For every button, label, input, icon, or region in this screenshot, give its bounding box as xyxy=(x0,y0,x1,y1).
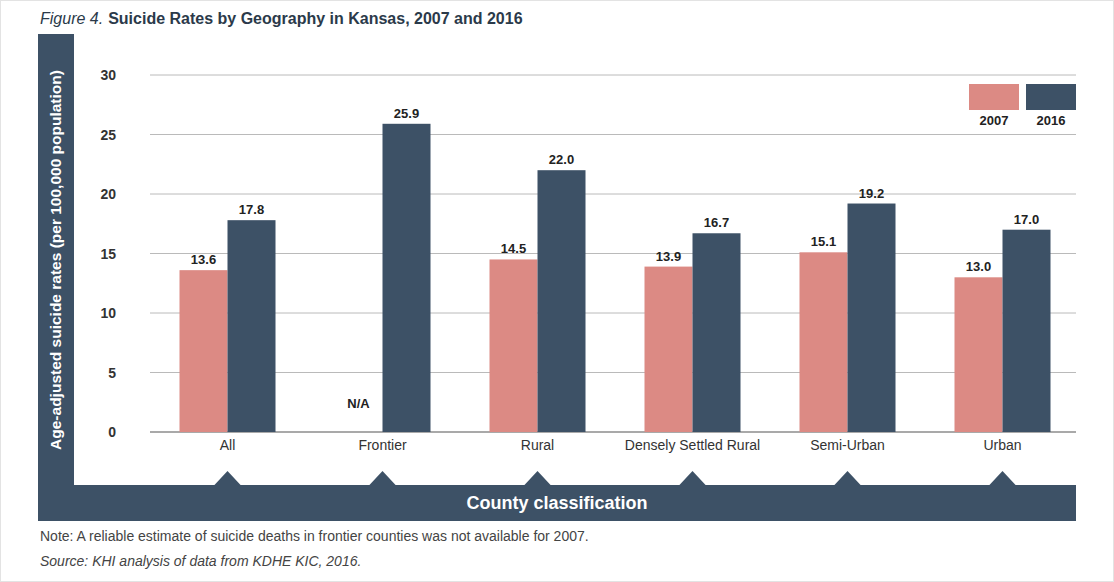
y-tick-label: 30 xyxy=(100,67,116,83)
y-tick-label: 0 xyxy=(108,424,116,440)
legend-label: 2016 xyxy=(1037,113,1066,128)
category-label: Rural xyxy=(521,437,554,453)
category-label: Densely Settled Rural xyxy=(625,437,760,453)
category-pointer xyxy=(369,471,397,486)
title: Figure 4. Suicide Rates by Geography in K… xyxy=(40,10,523,27)
y-tick-label: 25 xyxy=(100,127,116,143)
y-tick-label: 20 xyxy=(100,186,116,202)
bar xyxy=(538,170,586,432)
category-label: Urban xyxy=(983,437,1021,453)
figure-label: Figure 4. xyxy=(40,10,103,27)
frame xyxy=(1,1,1114,582)
data-label: 13.0 xyxy=(966,259,991,274)
data-label: 17.8 xyxy=(239,202,264,217)
data-label: 25.9 xyxy=(394,106,419,121)
grid-line xyxy=(150,75,1076,76)
legend-swatch xyxy=(969,84,1019,110)
data-labels: 13.6 N/A 14.5 13.9 15.1 13.0 17.8 25.9 22.0 16.7 1… xyxy=(191,106,1039,411)
category-pointer xyxy=(214,471,242,486)
y-label-band xyxy=(38,34,74,486)
category-label: Semi-Urban xyxy=(810,437,885,453)
legend-swatch xyxy=(1026,84,1076,110)
data-label: 16.7 xyxy=(704,215,729,230)
grid-line xyxy=(150,372,1076,373)
source: Source: KHI analysis of data from KDHE K… xyxy=(40,553,361,569)
grid-line xyxy=(150,253,1076,254)
x-axis-label: County classification xyxy=(466,493,647,513)
y-tick-label: 5 xyxy=(108,365,116,381)
category-pointer xyxy=(834,471,862,486)
bar xyxy=(848,204,896,432)
bar xyxy=(383,124,431,432)
category-pointer xyxy=(524,471,552,486)
bar xyxy=(180,270,228,432)
category-label: Frontier xyxy=(358,437,407,453)
data-label: N/A xyxy=(347,396,370,411)
legend-label: 2007 xyxy=(980,113,1009,128)
grid-line xyxy=(150,134,1076,135)
y-axis-label: Age-adjusted suicide rates (per 100,000 … xyxy=(47,70,64,450)
category-label: All xyxy=(220,437,236,453)
bar xyxy=(228,220,276,432)
data-label: 17.0 xyxy=(1014,212,1039,227)
data-label: 13.9 xyxy=(656,249,681,264)
grid-line xyxy=(150,194,1076,195)
data-label: 22.0 xyxy=(549,152,574,167)
bar xyxy=(1003,230,1051,432)
bar xyxy=(955,277,1003,432)
category-pointer xyxy=(679,471,707,486)
data-label: 14.5 xyxy=(501,241,526,256)
y-axis: 0 5 10 15 20 25 30 xyxy=(100,67,1076,440)
bar xyxy=(800,252,848,432)
bar xyxy=(693,233,741,432)
data-label: 19.2 xyxy=(859,186,884,201)
bar xyxy=(490,259,538,432)
legend: 2007 2016 xyxy=(969,84,1076,128)
grid-line xyxy=(150,313,1076,314)
bars xyxy=(180,124,1051,432)
category-pointer xyxy=(989,471,1017,486)
bar xyxy=(645,267,693,432)
note: Note: A reliable estimate of suicide dea… xyxy=(40,528,589,544)
x-label-band xyxy=(38,485,1076,521)
data-label: 15.1 xyxy=(811,234,836,249)
chart: Figure 4. Suicide Rates by Geography in K… xyxy=(0,0,1114,582)
y-tick-label: 15 xyxy=(100,246,116,262)
title-text: Suicide Rates by Geography in Kansas, 20… xyxy=(108,10,523,27)
data-label: 13.6 xyxy=(191,252,216,267)
y-tick-label: 10 xyxy=(100,305,116,321)
grid-line xyxy=(150,431,1076,432)
